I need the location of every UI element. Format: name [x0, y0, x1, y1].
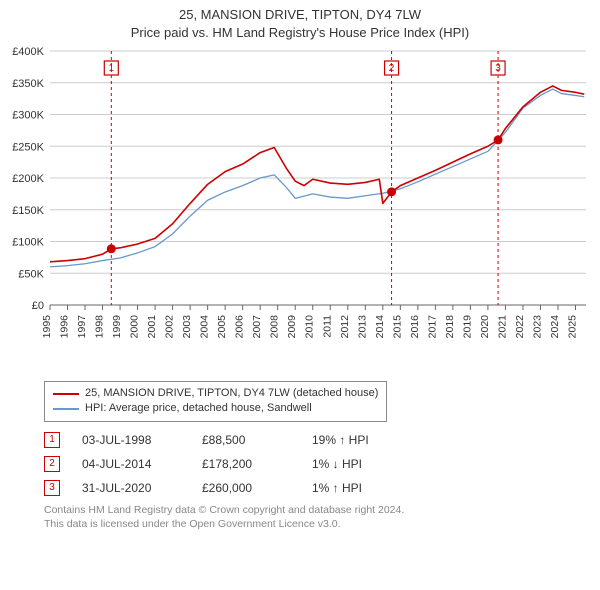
title-line-2: Price paid vs. HM Land Registry's House …: [0, 24, 600, 42]
x-tick-label: 2018: [444, 315, 456, 339]
transaction-row: 3 31-JUL-2020£260,0001% ↑ HPI: [44, 480, 600, 496]
x-tick-label: 2023: [531, 315, 543, 339]
legend-row-hpi: HPI: Average price, detached house, Sand…: [53, 401, 378, 416]
x-tick-label: 2005: [216, 315, 228, 339]
transaction-price: £178,200: [202, 457, 312, 471]
x-tick-label: 1998: [94, 315, 106, 339]
x-tick-label: 1995: [41, 315, 53, 339]
x-tick-label: 2008: [269, 315, 281, 339]
transaction-list: 1 03-JUL-1998£88,50019% ↑ HPI 2 04-JUL-2014…: [44, 432, 600, 496]
x-tick-label: 2012: [339, 315, 351, 339]
x-tick-label: 2002: [164, 315, 176, 339]
x-tick-label: 1999: [111, 315, 123, 339]
chart-title-block: 25, MANSION DRIVE, TIPTON, DY4 7LW Price…: [0, 0, 600, 41]
transaction-delta: 19% ↑ HPI: [312, 433, 369, 447]
transaction-delta: 1% ↑ HPI: [312, 481, 362, 495]
x-tick-label: 2019: [461, 315, 473, 339]
attribution-line-2: This data is licensed under the Open Gov…: [44, 518, 600, 532]
sale-point: [107, 244, 116, 253]
y-tick-label: £350K: [12, 78, 44, 90]
legend: 25, MANSION DRIVE, TIPTON, DY4 7LW (deta…: [44, 381, 387, 422]
x-tick-label: 2006: [234, 315, 246, 339]
x-tick-label: 2024: [549, 315, 561, 339]
legend-swatch-hpi: [53, 408, 79, 410]
y-tick-label: £300K: [12, 110, 44, 122]
legend-label-hpi: HPI: Average price, detached house, Sand…: [85, 401, 312, 416]
y-tick-label: £250K: [12, 141, 44, 153]
legend-row-subject: 25, MANSION DRIVE, TIPTON, DY4 7LW (deta…: [53, 386, 378, 401]
y-tick-label: £0: [32, 300, 44, 312]
transaction-marker: 3: [44, 480, 60, 496]
x-tick-label: 2020: [479, 315, 491, 339]
x-tick-label: 2007: [251, 315, 263, 339]
x-tick-label: 2003: [181, 315, 193, 339]
transaction-date: 04-JUL-2014: [82, 457, 202, 471]
y-tick-label: £150K: [12, 205, 44, 217]
attribution-line-1: Contains HM Land Registry data © Crown c…: [44, 504, 600, 518]
transaction-price: £88,500: [202, 433, 312, 447]
x-tick-label: 2013: [356, 315, 368, 339]
x-tick-label: 2014: [374, 315, 386, 339]
legend-label-subject: 25, MANSION DRIVE, TIPTON, DY4 7LW (deta…: [85, 386, 378, 401]
x-tick-label: 2015: [391, 315, 403, 339]
y-tick-label: £200K: [12, 173, 44, 185]
title-line-1: 25, MANSION DRIVE, TIPTON, DY4 7LW: [0, 6, 600, 24]
x-tick-label: 1997: [76, 315, 88, 339]
y-tick-label: £100K: [12, 237, 44, 249]
sale-marker-label: 1: [109, 63, 115, 74]
sale-marker-label: 2: [389, 63, 395, 74]
series-subject: [50, 86, 584, 262]
price-chart: £0 £50K £100K £150K £200K £250K £300K £350K £400…: [0, 45, 600, 375]
x-tick-label: 2004: [199, 315, 211, 339]
x-tick-label: 2000: [129, 315, 141, 339]
transaction-row: 2 04-JUL-2014£178,2001% ↓ HPI: [44, 456, 600, 472]
transaction-date: 03-JUL-1998: [82, 433, 202, 447]
x-tick-label: 2011: [321, 315, 333, 338]
transaction-row: 1 03-JUL-1998£88,50019% ↑ HPI: [44, 432, 600, 448]
transaction-marker: 1: [44, 432, 60, 448]
sale-point: [387, 187, 396, 196]
sale-point: [494, 135, 503, 144]
x-tick-label: 2021: [496, 315, 508, 339]
y-tick-label: £400K: [12, 46, 44, 58]
legend-swatch-subject: [53, 393, 79, 395]
x-tick-label: 2001: [146, 315, 158, 339]
x-tick-label: 2017: [426, 315, 438, 339]
transaction-marker: 2: [44, 456, 60, 472]
transaction-price: £260,000: [202, 481, 312, 495]
y-tick-label: £50K: [18, 268, 44, 280]
x-tick-label: 2016: [409, 315, 421, 339]
x-tick-label: 2010: [304, 315, 316, 339]
x-tick-label: 2022: [514, 315, 526, 339]
x-tick-label: 2009: [286, 315, 298, 339]
x-tick-label: 2025: [566, 315, 578, 339]
attribution: Contains HM Land Registry data © Crown c…: [44, 504, 600, 531]
transaction-delta: 1% ↓ HPI: [312, 457, 362, 471]
chart-svg: £0 £50K £100K £150K £200K £250K £300K £350K £400…: [0, 45, 600, 375]
x-tick-label: 1996: [59, 315, 71, 339]
transaction-date: 31-JUL-2020: [82, 481, 202, 495]
sale-marker-label: 3: [495, 63, 501, 74]
